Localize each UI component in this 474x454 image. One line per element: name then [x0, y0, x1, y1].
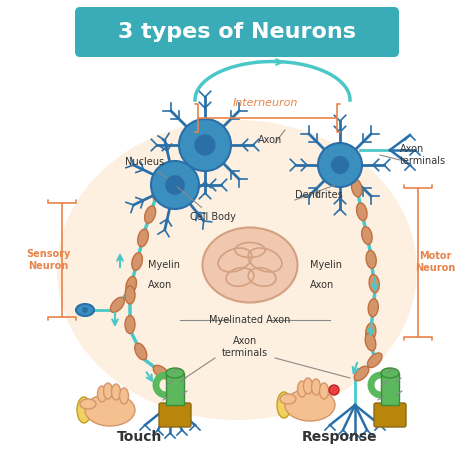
Text: Axon
terminals: Axon terminals	[400, 144, 446, 166]
Ellipse shape	[119, 388, 128, 404]
Circle shape	[151, 161, 199, 209]
Text: Touch: Touch	[117, 430, 163, 444]
Circle shape	[332, 157, 348, 173]
Ellipse shape	[303, 378, 312, 394]
Ellipse shape	[98, 386, 107, 402]
Circle shape	[179, 119, 231, 171]
Bar	[166, 373, 184, 405]
Ellipse shape	[132, 253, 142, 271]
FancyBboxPatch shape	[159, 403, 191, 427]
Text: 3 types of Neurons: 3 types of Neurons	[118, 22, 356, 42]
Ellipse shape	[298, 381, 307, 397]
Ellipse shape	[311, 379, 320, 395]
Ellipse shape	[125, 316, 135, 334]
Ellipse shape	[125, 286, 135, 304]
Ellipse shape	[356, 203, 367, 221]
Circle shape	[318, 143, 362, 187]
Text: Cell Body: Cell Body	[177, 187, 236, 222]
Text: Motor
Neuron: Motor Neuron	[415, 251, 455, 273]
Ellipse shape	[77, 397, 91, 423]
Text: Axon: Axon	[310, 280, 334, 290]
Text: Nucleus: Nucleus	[125, 157, 168, 178]
Ellipse shape	[362, 227, 372, 244]
Ellipse shape	[111, 384, 120, 400]
Ellipse shape	[152, 183, 164, 200]
Ellipse shape	[365, 333, 376, 351]
FancyBboxPatch shape	[75, 7, 399, 57]
Circle shape	[166, 176, 184, 194]
Ellipse shape	[103, 383, 112, 399]
Text: Interneuron: Interneuron	[232, 98, 298, 108]
Text: Axon
terminals: Axon terminals	[222, 336, 268, 358]
Ellipse shape	[319, 383, 328, 399]
FancyBboxPatch shape	[374, 403, 406, 427]
Circle shape	[329, 385, 339, 395]
Ellipse shape	[135, 343, 147, 360]
Text: Dendrites: Dendrites	[295, 190, 343, 200]
Ellipse shape	[57, 120, 417, 420]
Ellipse shape	[145, 206, 155, 223]
Ellipse shape	[153, 365, 169, 379]
Ellipse shape	[381, 368, 399, 378]
Ellipse shape	[202, 227, 298, 302]
Ellipse shape	[126, 276, 137, 294]
Ellipse shape	[76, 304, 94, 316]
Ellipse shape	[138, 229, 148, 247]
Ellipse shape	[367, 353, 382, 367]
Text: Response: Response	[302, 430, 378, 444]
Bar	[381, 373, 399, 405]
Ellipse shape	[110, 297, 124, 312]
Text: Axon: Axon	[258, 135, 282, 145]
Ellipse shape	[354, 366, 369, 381]
Text: Myelin: Myelin	[310, 260, 342, 270]
Ellipse shape	[369, 275, 379, 292]
Circle shape	[195, 135, 215, 155]
Ellipse shape	[368, 299, 378, 317]
Ellipse shape	[285, 389, 335, 421]
Text: Myelin: Myelin	[148, 260, 180, 270]
Ellipse shape	[85, 394, 135, 426]
Ellipse shape	[351, 179, 362, 197]
Ellipse shape	[166, 368, 184, 378]
Text: Axon: Axon	[148, 280, 172, 290]
Ellipse shape	[280, 394, 296, 404]
Text: Myelinated Axon: Myelinated Axon	[210, 315, 291, 325]
Ellipse shape	[366, 323, 376, 341]
Text: Sensory
Neuron: Sensory Neuron	[26, 249, 70, 271]
Ellipse shape	[277, 392, 291, 418]
Ellipse shape	[366, 251, 376, 268]
Ellipse shape	[80, 399, 96, 409]
Circle shape	[82, 307, 88, 313]
